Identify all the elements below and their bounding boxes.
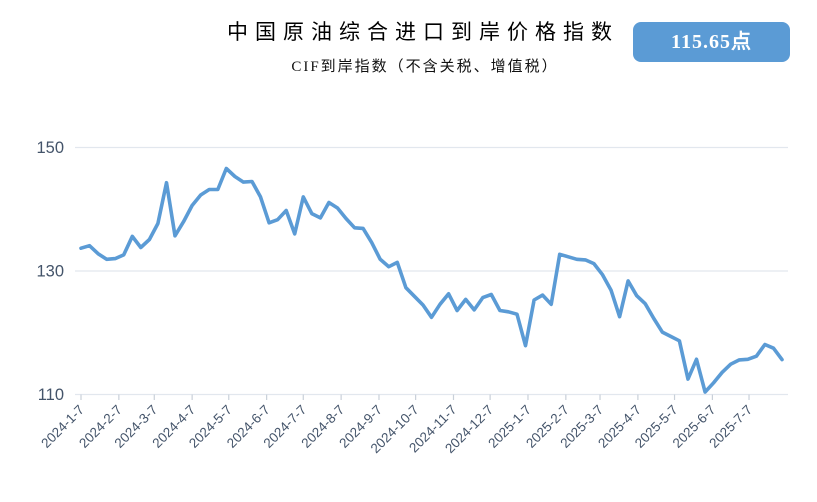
- latest-value-badge: 115.65点: [633, 22, 790, 62]
- latest-value-text: 115.65点: [671, 31, 752, 53]
- y-axis-label: 110: [38, 386, 64, 404]
- chart-subtitle: CIF到岸指数（不含关税、增值税）: [291, 59, 559, 75]
- price-line: [79, 166, 784, 394]
- chart-title: 中国原油综合进口到岸价格指数: [227, 20, 619, 44]
- y-axis-label: 130: [36, 263, 64, 281]
- y-axis-label: 150: [36, 139, 64, 157]
